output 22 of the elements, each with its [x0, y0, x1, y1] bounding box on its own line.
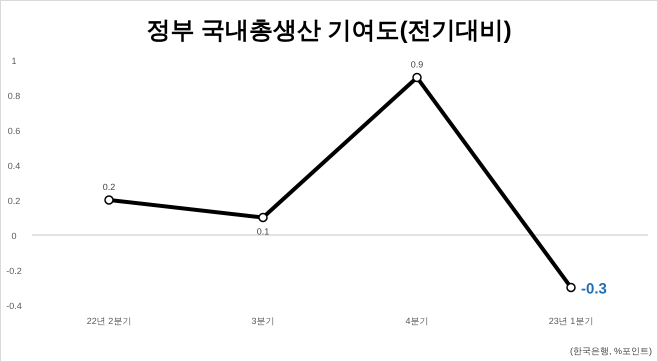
data-label: 0.1	[256, 226, 270, 236]
point	[258, 212, 268, 222]
y-tick-label: 1	[11, 56, 17, 66]
point	[566, 282, 576, 292]
point	[412, 72, 422, 82]
data-label: -0.3	[581, 280, 607, 298]
y-tick-label: 0	[11, 231, 17, 241]
y-tick-label: 0.6	[8, 126, 20, 136]
x-tick-label: 3분기	[251, 316, 275, 326]
point	[104, 195, 114, 205]
y-tick-label: -0.2	[6, 266, 22, 276]
data-label: 0.2	[102, 182, 116, 192]
y-tick-label: 0.2	[8, 196, 20, 206]
y-tick-label: 0.4	[8, 161, 20, 171]
x-tick-label: 22년 2분기	[86, 316, 132, 326]
chart-title: 정부 국내총생산 기여도(전기대비)	[146, 17, 512, 44]
x-tick-label: 23년 1분기	[548, 316, 594, 326]
y-tick-label: -0.4	[6, 301, 22, 311]
x-tick-label: 4분기	[405, 316, 429, 326]
data-label: 0.9	[410, 60, 424, 70]
text: (한국은행, %포인트)	[570, 346, 652, 356]
y-tick-label: 0.8	[8, 91, 20, 101]
